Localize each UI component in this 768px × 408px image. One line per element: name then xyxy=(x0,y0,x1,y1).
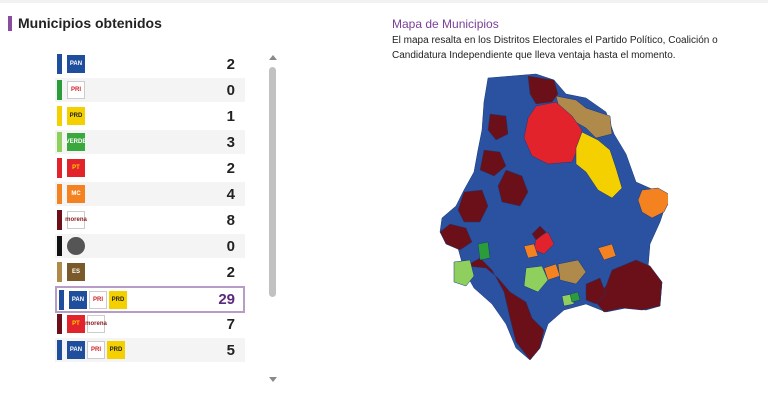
municipality-count: 2 xyxy=(226,263,235,281)
party-color-strip xyxy=(57,80,62,100)
municipality-count: 0 xyxy=(226,81,235,99)
party-row[interactable]: ES 2 xyxy=(55,260,245,284)
map-municipality[interactable] xyxy=(523,265,549,293)
party-row[interactable]: PT 2 xyxy=(55,156,245,180)
party-color-strip xyxy=(57,106,62,126)
party-logos: morena xyxy=(65,211,87,229)
party-color-strip xyxy=(57,184,62,204)
map-municipality[interactable] xyxy=(523,243,539,259)
municipality-count: 0 xyxy=(226,237,235,255)
map-municipality[interactable] xyxy=(557,259,587,285)
municipality-count: 2 xyxy=(226,159,235,177)
party-row[interactable]: MC 4 xyxy=(55,182,245,206)
municipalities-map[interactable] xyxy=(436,72,668,362)
party-logos: PRI xyxy=(67,81,85,99)
scroll-down-arrow-icon[interactable] xyxy=(269,377,277,382)
map-municipality[interactable] xyxy=(457,189,489,223)
heading-accent-bar xyxy=(8,15,12,31)
map-title: Mapa de Municipios xyxy=(392,17,499,31)
party-color-strip xyxy=(57,236,62,256)
party-logos: PAN PRI PRD xyxy=(69,290,127,309)
prd-logo: PRD xyxy=(109,290,127,309)
municipality-count: 1 xyxy=(226,107,235,125)
top-divider xyxy=(0,0,768,3)
pt-logo: PT xyxy=(67,159,85,177)
party-logos: ES xyxy=(67,263,85,281)
pri-logo: PRI xyxy=(87,341,105,359)
map-municipality[interactable] xyxy=(487,113,509,141)
party-row[interactable]: morena 8 xyxy=(55,208,245,232)
party-logos: PAN xyxy=(67,55,85,73)
map-municipality[interactable] xyxy=(477,241,491,261)
pan-logo: PAN xyxy=(67,341,85,359)
party-row[interactable]: VERDE 3 xyxy=(55,130,245,154)
map-municipality[interactable] xyxy=(637,187,668,219)
map-municipality[interactable] xyxy=(453,259,475,287)
party-logos: PAN PRI PRD xyxy=(67,341,125,359)
encuentro-logo: ES xyxy=(67,263,85,281)
independiente-logo xyxy=(67,237,85,255)
party-row[interactable]: 0 xyxy=(55,234,245,258)
party-logos: PT morena xyxy=(67,315,107,333)
party-logos: VERDE xyxy=(66,133,86,151)
party-color-strip xyxy=(57,262,62,282)
morena-logo: morena xyxy=(65,211,87,229)
map-municipality[interactable] xyxy=(523,101,583,165)
map-municipality[interactable] xyxy=(439,223,473,251)
scrollbar[interactable] xyxy=(268,55,278,385)
prd-logo: PRD xyxy=(107,341,125,359)
municipality-count: 8 xyxy=(226,211,235,229)
prd-logo: PRD xyxy=(67,107,85,125)
pri-logo: PRI xyxy=(89,290,107,309)
party-color-strip xyxy=(59,289,64,310)
scroll-up-arrow-icon[interactable] xyxy=(269,55,277,60)
pan-logo: PAN xyxy=(69,290,87,309)
morena-logo: morena xyxy=(85,315,107,333)
municipality-count: 29 xyxy=(218,291,235,308)
map-municipality[interactable] xyxy=(465,257,545,361)
party-logos xyxy=(67,237,85,255)
party-logos: MC xyxy=(67,185,85,203)
map-description: El mapa resalta en los Distritos Elector… xyxy=(392,35,718,61)
panel-title: Municipios obtenidos xyxy=(18,15,162,31)
municipality-count: 7 xyxy=(226,315,235,333)
party-color-strip xyxy=(57,54,62,74)
mc-logo: MC xyxy=(67,185,85,203)
map-municipality[interactable] xyxy=(527,75,559,105)
map-municipality[interactable] xyxy=(569,291,581,303)
party-color-strip xyxy=(57,314,62,334)
party-results-list: PAN 2 PRI 0 PRD 1 VERDE 3 PT 2 MC 4 morena 8 0 ES 2 PAN PR… xyxy=(55,50,247,390)
party-color-strip xyxy=(57,340,62,360)
municipality-count: 5 xyxy=(226,341,235,359)
party-row[interactable]: PRI 0 xyxy=(55,78,245,102)
scrollbar-thumb[interactable] xyxy=(269,67,276,297)
panel-heading: Municipios obtenidos xyxy=(8,14,162,32)
municipality-count: 4 xyxy=(226,185,235,203)
verde-logo: VERDE xyxy=(66,133,86,151)
party-logos: PRD xyxy=(67,107,85,125)
pt-logo: PT xyxy=(67,315,85,333)
party-row[interactable]: PT morena 7 xyxy=(55,312,245,336)
party-row[interactable]: PAN 2 xyxy=(55,52,245,76)
map-municipality[interactable] xyxy=(479,149,507,177)
party-logos: PT xyxy=(67,159,85,177)
pan-logo: PAN xyxy=(67,55,85,73)
pri-logo: PRI xyxy=(67,81,85,99)
map-municipality[interactable] xyxy=(497,169,529,207)
party-color-strip xyxy=(57,158,62,178)
party-row[interactable]: PRD 1 xyxy=(55,104,245,128)
municipality-count: 2 xyxy=(226,55,235,73)
municipality-count: 3 xyxy=(226,133,235,151)
party-row[interactable]: PAN PRI PRD 29 xyxy=(55,286,245,313)
party-color-strip xyxy=(57,132,62,152)
map-municipality[interactable] xyxy=(597,243,617,261)
map-municipality[interactable] xyxy=(575,131,623,199)
map-municipality[interactable] xyxy=(585,277,607,305)
map-municipality[interactable] xyxy=(531,225,547,241)
party-color-strip xyxy=(57,210,62,230)
party-row[interactable]: PAN PRI PRD 5 xyxy=(55,338,245,362)
